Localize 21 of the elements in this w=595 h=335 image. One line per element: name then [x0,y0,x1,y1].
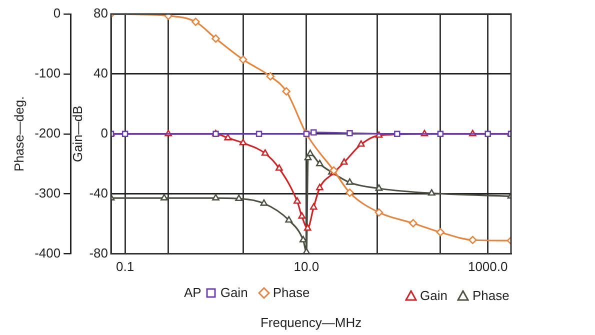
y-tick-label: -100 [34,66,61,81]
x-tick-label: 10.0 [294,259,320,274]
legend-label: Gain [420,288,448,303]
y2-tick-label: 40 [94,66,108,81]
y2-tick-label: 0 [100,125,108,140]
legend-label: Gain [220,285,248,300]
y-tick-label: 0 [53,6,61,21]
x-axis-title: Frequency—MHz [260,314,362,330]
x-tick-label: 1000.0 [468,259,508,274]
y-tick-label: -200 [34,125,61,140]
y-tick-label: -300 [34,185,61,200]
y2-tick-label: 80 [94,6,108,21]
y2-axis-title: Gain—dB [70,106,85,162]
legend-label: Phase [272,285,310,300]
legend-label: Phase [472,288,510,303]
y2-tick-label: -80 [89,245,108,260]
legend-title: AP [184,285,202,300]
x-tick-label: 0.1 [116,259,134,274]
y2-tick-label: -40 [89,185,108,200]
y-axis-title: Phase—deg. [11,96,26,172]
y-tick-label: -400 [34,245,61,260]
